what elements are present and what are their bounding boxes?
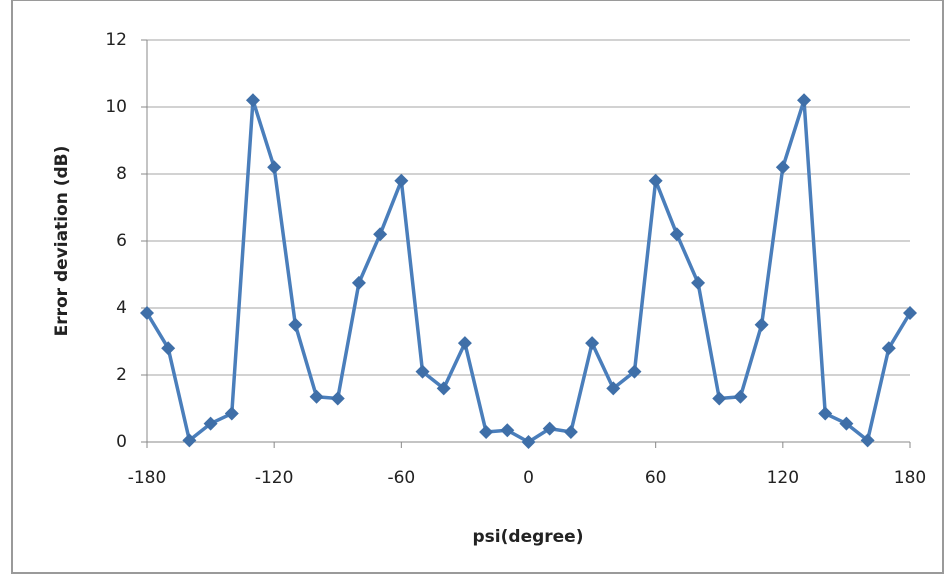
data-marker (712, 391, 726, 405)
y-axis-title: Error deviation (dB) (52, 146, 72, 337)
data-marker (670, 227, 684, 241)
data-marker (649, 174, 663, 188)
y-tick-label: 12 (105, 30, 127, 50)
data-marker (479, 425, 493, 439)
chart: psi(degree) Error deviation (dB) 0 2 4 6 8 10… (0, 0, 945, 575)
data-marker (818, 407, 832, 421)
y-tick-label: 4 (116, 298, 127, 318)
data-marker (267, 160, 281, 174)
x-tick-label: -120 (255, 468, 294, 488)
data-marker (246, 93, 260, 107)
y-tick-label: 2 (116, 365, 127, 385)
y-tick-label: 6 (116, 231, 127, 251)
data-marker (331, 391, 345, 405)
x-tick-label: -180 (128, 468, 167, 488)
data-marker (776, 160, 790, 174)
data-marker (458, 336, 472, 350)
data-marker (225, 407, 239, 421)
data-marker (500, 423, 514, 437)
data-marker (691, 276, 705, 290)
data-marker (373, 227, 387, 241)
x-tick-label: 120 (767, 468, 799, 488)
x-tick-label: 0 (523, 468, 534, 488)
page: {"chart_data": {"type": "line", "x_label… (0, 0, 945, 575)
data-line (147, 100, 910, 442)
data-marker (797, 93, 811, 107)
data-marker (564, 425, 578, 439)
y-tick-label: 8 (116, 164, 127, 184)
data-marker (755, 318, 769, 332)
x-tick-label: 180 (894, 468, 926, 488)
data-marker (310, 390, 324, 404)
data-marker (733, 390, 747, 404)
y-tick-label: 10 (105, 97, 127, 117)
x-tick-label: 60 (645, 468, 667, 488)
x-axis-title: psi(degree) (473, 527, 584, 547)
x-tick-label: -60 (387, 468, 415, 488)
data-marker (394, 174, 408, 188)
data-marker (352, 276, 366, 290)
data-marker (585, 336, 599, 350)
y-tick-label: 0 (116, 432, 127, 452)
data-marker (288, 318, 302, 332)
